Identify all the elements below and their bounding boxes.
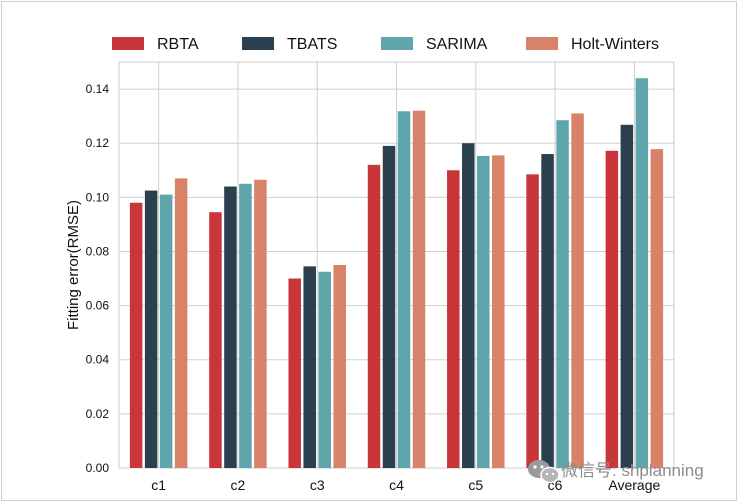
y-tick-label: 0.00	[86, 461, 110, 475]
y-axis-label: Fitting error(RMSE)	[65, 200, 82, 330]
legend-swatch	[381, 37, 413, 50]
bar-rbta-c6	[526, 174, 539, 468]
bar-sarima-c2	[239, 183, 252, 469]
x-tick-label: c3	[310, 477, 325, 493]
legend-swatch	[112, 37, 144, 50]
legend-item: SARIMA	[381, 36, 488, 53]
bar-tbats-c5	[462, 143, 475, 468]
bars-group	[129, 78, 664, 469]
bar-rbta-c2	[209, 212, 222, 468]
legend-item: Holt-Winters	[526, 36, 659, 53]
legend-item: RBTA	[112, 36, 199, 53]
bar-tbats-c1	[144, 190, 158, 469]
y-tick-label: 0.14	[86, 82, 110, 96]
bar-sarima-c5	[477, 155, 490, 468]
legend-label: Holt-Winters	[571, 36, 659, 53]
watermark: 微信号: shplanning	[528, 460, 704, 484]
x-tick-label: c2	[231, 477, 246, 493]
bar-tbats-c3	[303, 266, 316, 468]
bar-rbta-c1	[129, 202, 143, 468]
x-tick-label: Average	[608, 477, 660, 493]
y-tick-label: 0.10	[86, 190, 110, 204]
bar-tbats-c4	[382, 145, 396, 468]
bar-holt-winters-average	[650, 149, 664, 468]
y-tick-label: 0.06	[86, 299, 110, 313]
bar-holt-winters-c3	[333, 265, 346, 468]
legend-label: RBTA	[157, 36, 199, 53]
bar-holt-winters-c1	[174, 178, 188, 469]
bar-sarima-c1	[159, 194, 173, 469]
x-tick-label: c1	[151, 477, 166, 493]
bar-holt-winters-c5	[492, 155, 505, 468]
legend-swatch	[526, 37, 558, 50]
legend-label: SARIMA	[426, 36, 488, 53]
bar-sarima-c4	[397, 111, 411, 469]
y-tick-label: 0.04	[86, 353, 110, 367]
grid-lines	[119, 62, 674, 469]
y-tick-label: 0.12	[86, 136, 110, 150]
bar-tbats-average	[620, 124, 634, 468]
bar-rbta-c4	[367, 164, 381, 468]
bar-holt-winters-c2	[254, 179, 267, 469]
y-tick-label: 0.08	[86, 244, 110, 258]
bar-rbta-average	[605, 150, 619, 468]
bar-sarima-c6	[556, 120, 569, 469]
y-tick-labels: 0.00 0.02 0.04 0.06 0.08 0.10 0.12 0.14	[86, 82, 110, 475]
bar-sarima-average	[635, 78, 649, 469]
bar-holt-winters-c4	[412, 110, 426, 468]
bar-rbta-c3	[288, 278, 301, 468]
legend-label: TBATS	[287, 36, 337, 53]
x-tick-label: c4	[389, 477, 404, 493]
bar-rbta-c5	[447, 170, 460, 468]
watermark-text: 微信号: shplanning	[561, 461, 704, 480]
bar-tbats-c2	[224, 186, 237, 469]
legend-item: TBATS	[242, 36, 337, 53]
bar-holt-winters-c6	[571, 113, 584, 468]
x-tick-label: c5	[468, 477, 483, 493]
wechat-icon	[528, 460, 560, 484]
legend-swatch	[242, 37, 274, 50]
bar-sarima-c3	[318, 271, 331, 468]
x-tick-labels: c1 c2 c3 c4 c5 c6 Average	[151, 477, 660, 493]
legend: RBTA TBATS SARIMA Holt-Winters	[112, 36, 659, 53]
bar-tbats-c6	[541, 154, 554, 468]
plot-area	[118, 61, 675, 469]
y-tick-label: 0.02	[86, 407, 110, 421]
